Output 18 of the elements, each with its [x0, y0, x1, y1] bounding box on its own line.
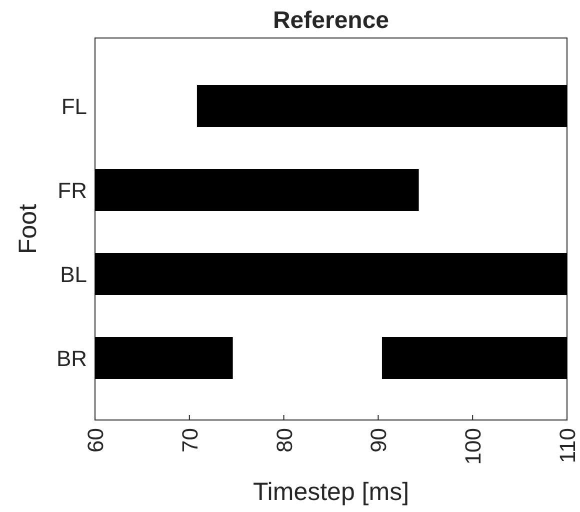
chart-title: Reference	[272, 7, 390, 34]
y-tick-label: BL	[60, 262, 87, 287]
x-tick-label: 90	[366, 428, 392, 452]
y-axis-title: Foot	[14, 204, 42, 254]
y-tick-label: FR	[58, 178, 87, 203]
bar	[95, 169, 419, 211]
x-tick-label: 70	[177, 428, 202, 452]
x-tick-label: 80	[272, 428, 297, 452]
x-tick-label: 100	[460, 428, 486, 465]
bar	[95, 253, 567, 295]
x-tick-label: 60	[83, 428, 108, 452]
y-tick-label: FL	[61, 94, 87, 119]
x-axis-title: Timestep [ms]	[252, 478, 410, 506]
x-tick-label: 110	[555, 428, 580, 464]
bar	[95, 337, 233, 379]
bar	[196, 85, 567, 127]
bar	[382, 337, 567, 379]
y-tick-label: BR	[56, 346, 87, 371]
